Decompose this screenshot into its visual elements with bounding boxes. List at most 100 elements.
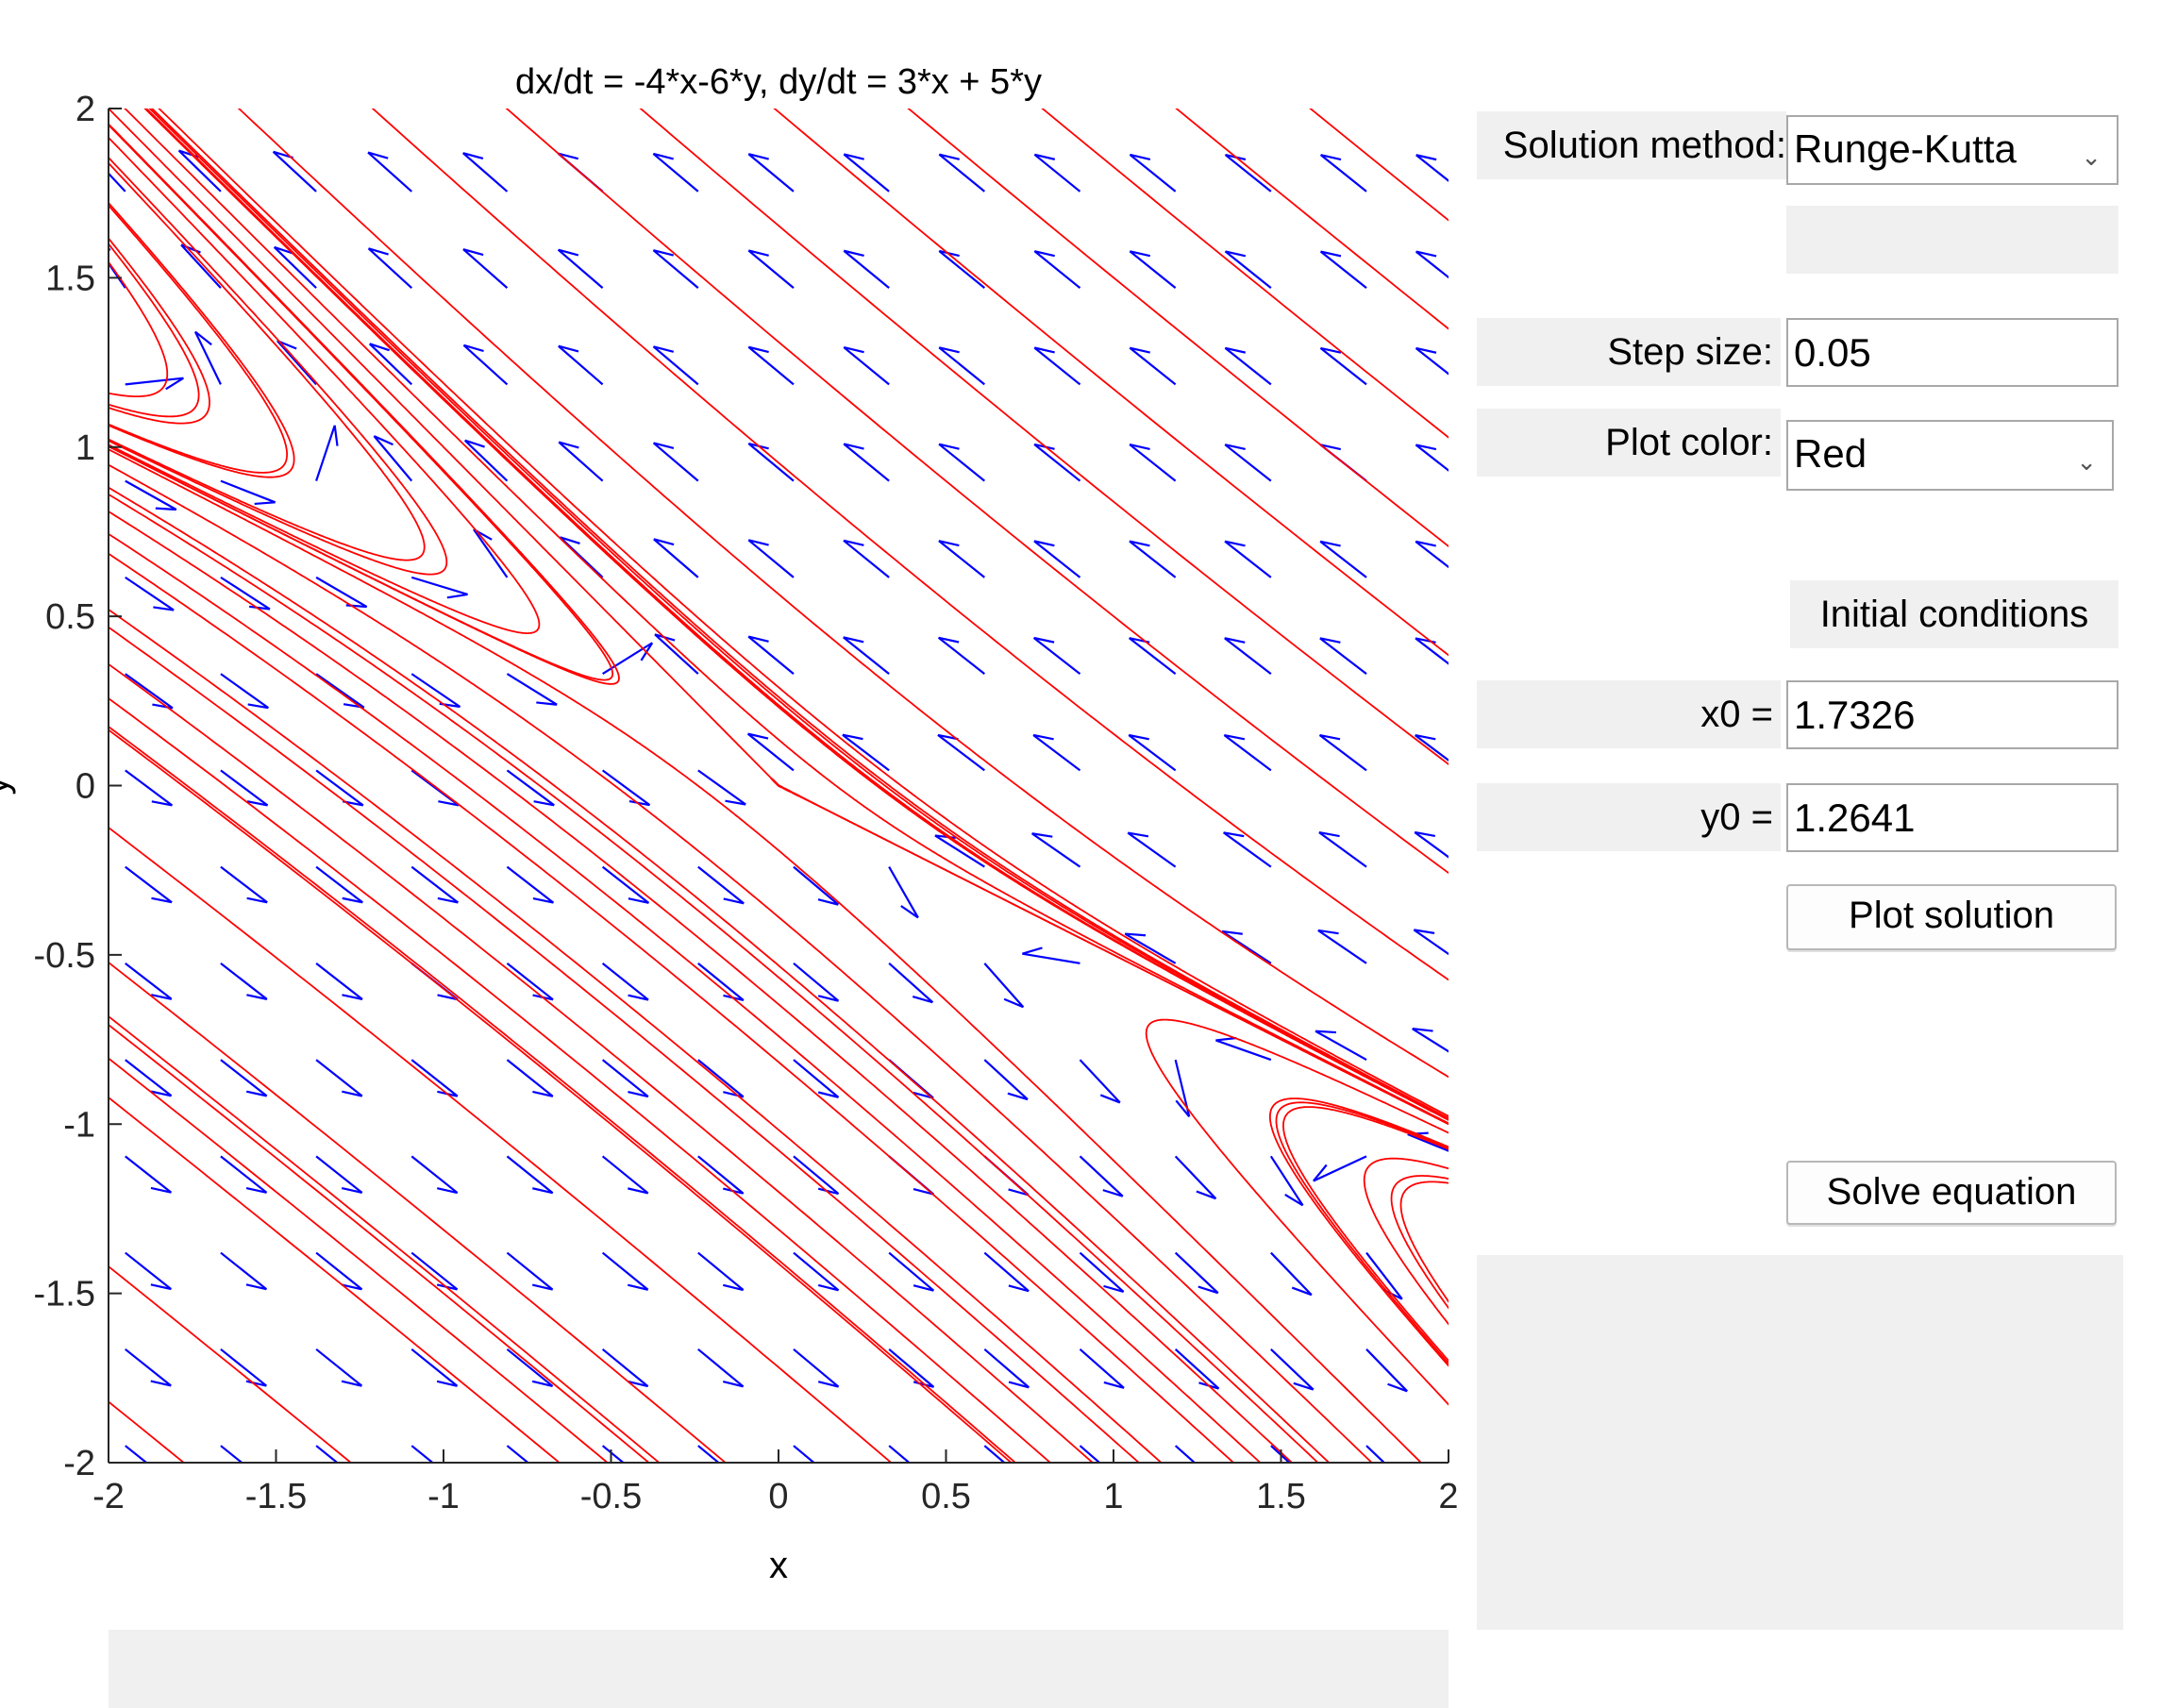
direction-arrow xyxy=(601,1059,649,1098)
direction-arrow xyxy=(1224,540,1272,578)
direction-arrow xyxy=(1318,831,1367,868)
method-dropdown[interactable]: Runge-Kutta ⌄ xyxy=(1786,115,2118,185)
solution-curve xyxy=(443,1292,651,1463)
solution-curve xyxy=(242,110,1449,1079)
chevron-down-icon: ⌄ xyxy=(2076,447,2097,476)
plot-color-dropdown[interactable]: Red ⌄ xyxy=(1786,420,2114,491)
direction-arrow xyxy=(315,1251,363,1291)
solution-curve xyxy=(1012,1123,1373,1463)
solution-curve xyxy=(1364,1157,1449,1176)
direction-arrow xyxy=(843,153,890,193)
direction-arrow xyxy=(601,962,649,1001)
direction-arrow xyxy=(1079,1251,1125,1294)
direction-arrow xyxy=(1319,637,1367,675)
direction-arrow xyxy=(793,963,840,1002)
solution-curve xyxy=(1399,1181,1449,1278)
direction-arrow xyxy=(367,151,413,193)
direction-arrow xyxy=(843,636,890,675)
direction-arrow xyxy=(793,1348,840,1388)
solution-curve xyxy=(1390,1175,1449,1227)
solution-curve xyxy=(109,395,210,425)
solution-curve xyxy=(237,109,243,113)
direction-arrow xyxy=(178,55,221,94)
step-size-label: Step size: xyxy=(1477,318,1781,386)
y-tick-label: 0.5 xyxy=(45,597,95,637)
direction-arrow xyxy=(843,443,890,482)
direction-arrow xyxy=(315,1348,363,1387)
solution-curve xyxy=(141,1123,561,1463)
solution-curve xyxy=(109,1057,277,1193)
direction-arrow xyxy=(315,576,368,609)
solution-curve xyxy=(878,784,1449,1121)
x0-input[interactable] xyxy=(1786,680,2118,749)
direction-arrow xyxy=(1415,346,1449,376)
direction-arrow xyxy=(1129,443,1177,482)
solution-curve xyxy=(510,110,1449,875)
solution-curve xyxy=(1314,110,1449,222)
y-axis-label: y xyxy=(0,777,16,795)
y-tick-label: -1 xyxy=(63,1105,95,1145)
solution-curve xyxy=(1145,1018,1449,1406)
direction-arrow xyxy=(601,1155,649,1195)
direction-arrow xyxy=(1415,154,1449,182)
x-tick-label: -1 xyxy=(427,1477,460,1516)
direction-arrow xyxy=(1033,540,1081,578)
step-size-input[interactable] xyxy=(1786,318,2118,387)
direction-arrow xyxy=(193,330,222,385)
direction-arrow xyxy=(315,962,363,1001)
direction-arrow xyxy=(315,1059,363,1097)
direction-arrow xyxy=(843,249,890,289)
output-area xyxy=(1477,1255,2123,1630)
solution-curve xyxy=(677,920,1294,1463)
direction-arrow xyxy=(1079,1445,1101,1463)
direction-arrow xyxy=(1315,1030,1367,1062)
solution-curve xyxy=(443,988,1013,1463)
direction-arrow xyxy=(1079,1348,1125,1389)
direction-arrow xyxy=(888,866,919,919)
x-axis-label: x xyxy=(769,1545,788,1586)
direction-arrow xyxy=(368,343,413,386)
direction-arrow xyxy=(1365,1445,1386,1463)
direction-arrow xyxy=(1321,59,1366,95)
direction-arrow xyxy=(938,540,986,578)
direction-arrow xyxy=(652,152,699,193)
direction-arrow xyxy=(793,865,840,906)
method-dropdown-value: Runge-Kutta xyxy=(1794,126,2017,171)
direction-arrow xyxy=(125,865,173,904)
plot-solution-button[interactable]: Plot solution xyxy=(1786,884,2117,950)
solution-curve xyxy=(109,123,578,617)
y-tick-label: 0 xyxy=(75,767,95,807)
y-tick-label: 1.5 xyxy=(45,259,95,298)
solution-curve xyxy=(1180,1225,1423,1463)
direction-arrow xyxy=(410,865,460,904)
direction-arrow xyxy=(1033,250,1081,289)
solution-curve xyxy=(109,725,143,753)
direction-arrow xyxy=(506,1155,554,1195)
solution-curve xyxy=(1281,1055,1449,1134)
direction-arrow xyxy=(125,1445,148,1463)
direction-arrow xyxy=(1223,733,1272,772)
direction-arrow xyxy=(983,963,1025,1009)
direction-arrow xyxy=(1129,153,1177,193)
solution-curve xyxy=(1431,1276,1449,1303)
solution-curve xyxy=(150,109,1147,956)
direction-arrow xyxy=(888,963,934,1004)
direction-arrow xyxy=(1124,932,1177,964)
direction-arrow xyxy=(558,441,604,482)
direction-arrow xyxy=(1319,250,1367,289)
solution-curve xyxy=(778,1191,1095,1463)
solution-curve xyxy=(109,204,143,245)
solve-equation-button[interactable]: Solve equation xyxy=(1786,1161,2117,1225)
phase-plane-plot[interactable]: -2 -1.5 -1 -0.5 0 0.5 1 1.5 2 2 1.5 1 0.5 0 -0.5 -1 -1.5… xyxy=(0,0,1463,1623)
direction-arrow xyxy=(601,1348,649,1388)
y0-input[interactable] xyxy=(1786,783,2118,852)
direction-arrow xyxy=(220,673,270,710)
direction-arrow xyxy=(125,1251,173,1291)
direction-arrow xyxy=(125,1348,172,1387)
direction-arrow xyxy=(601,865,650,904)
direction-arrow xyxy=(746,732,795,772)
solution-curve xyxy=(142,513,1319,1463)
direction-arrow xyxy=(1416,59,1462,95)
direction-arrow xyxy=(1459,1253,1463,1311)
direction-arrow xyxy=(557,248,604,289)
